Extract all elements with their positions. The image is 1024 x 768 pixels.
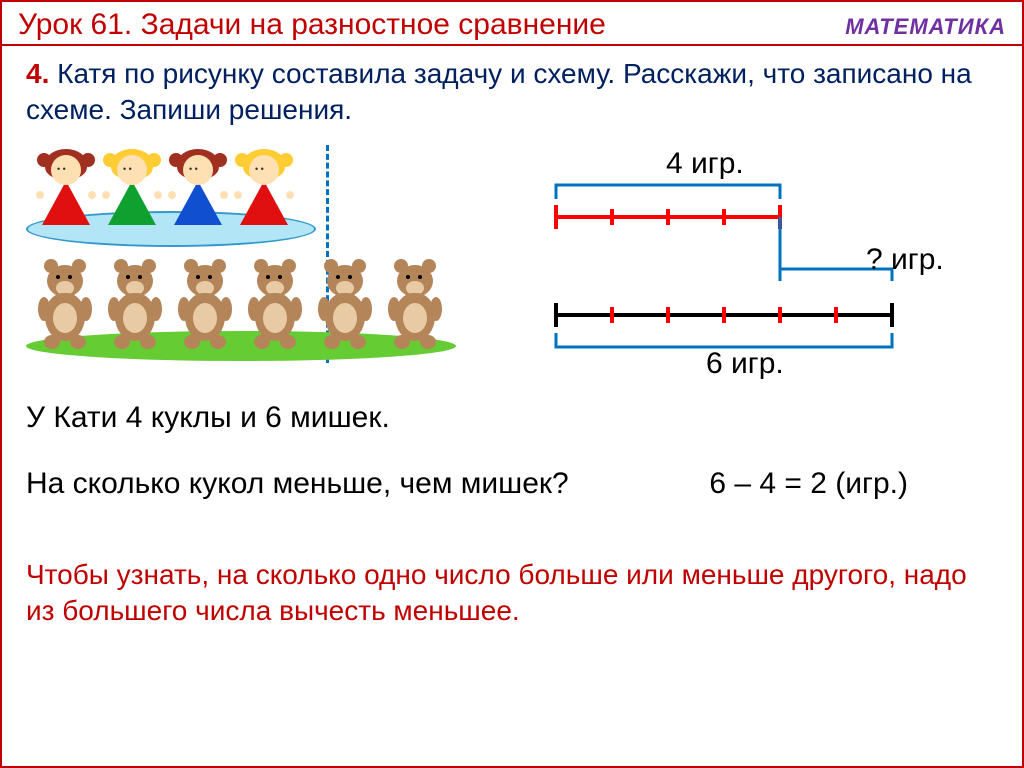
bears-row xyxy=(32,257,448,347)
text-block: У Кати 4 куклы и 6 мишек. На сколько кук… xyxy=(26,401,998,517)
question-text: На сколько кукол меньше, чем мишек? xyxy=(26,467,569,501)
main-row: • •• •• •• • 4 игр. ? ? игр.игр. 6 игр. xyxy=(26,145,998,385)
bear-icon xyxy=(242,257,308,347)
bear-icon xyxy=(32,257,98,347)
statement-text: У Кати 4 куклы и 6 мишек. xyxy=(26,401,998,435)
lesson-title: Урок 61. Задачи на разностное сравнение xyxy=(18,8,606,42)
diagram-bottom-label: 6 игр. xyxy=(706,347,784,381)
header: Урок 61. Задачи на разностное сравнение … xyxy=(2,2,1022,46)
doll-icon: • • xyxy=(36,149,96,233)
comparison-diagram: 4 игр. ? ? игр.игр. 6 игр. xyxy=(486,145,986,385)
bear-icon xyxy=(312,257,378,347)
illustration: • •• •• •• • xyxy=(26,145,466,365)
question-solution-row: На сколько кукол меньше, чем мишек? 6 – … xyxy=(26,451,998,517)
doll-icon: • • xyxy=(168,149,228,233)
doll-icon: • • xyxy=(102,149,162,233)
solution-text: 6 – 4 = 2 (игр.) xyxy=(709,467,998,501)
subject-label: МАТЕМАТИКА xyxy=(845,14,1006,40)
dolls-row: • •• •• •• • xyxy=(36,149,294,233)
bear-icon xyxy=(172,257,238,347)
problem-body: Катя по рисунку составила задачу и схему… xyxy=(26,58,972,125)
problem-text: 4. Катя по рисунку составила задачу и сх… xyxy=(26,56,998,129)
problem-number: 4. xyxy=(26,58,49,89)
doll-icon: • • xyxy=(234,149,294,233)
bear-icon xyxy=(382,257,448,347)
diagram-top-label: 4 игр. xyxy=(666,147,744,181)
bear-icon xyxy=(102,257,168,347)
content: 4. Катя по рисунку составила задачу и сх… xyxy=(2,46,1022,640)
rule-text: Чтобы узнать, на сколько одно число боль… xyxy=(26,557,998,630)
diagram-mid-unit: ? ? игр.игр. xyxy=(866,243,944,277)
